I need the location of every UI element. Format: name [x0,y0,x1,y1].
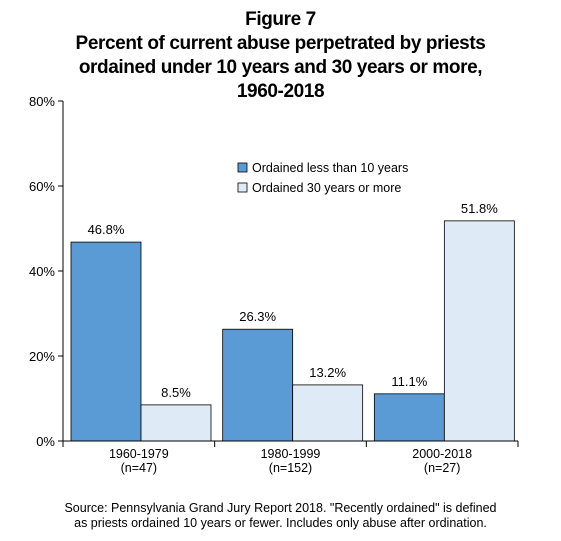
chart-title-line-2: ordained under 10 years and 30 years or … [78,57,483,78]
x-tick-count-label: (n=27) [424,461,460,475]
legend-swatch [237,162,248,173]
data-label: 51.8% [461,201,498,216]
x-tick-label: 2000-2018 [412,447,472,461]
bar-ordained-less-than-10-years [373,393,445,442]
x-tick-label: 1960-1979 [109,447,169,461]
legend-swatch [237,182,248,193]
y-tick-label: 40% [29,264,55,279]
y-tick-label: 60% [29,179,55,194]
y-tick-label: 0% [36,434,55,449]
bar-ordained-less-than-10-years [222,328,294,442]
bar-ordained-30-years-or-more [443,220,515,442]
figure-number: Figure 7 [245,9,316,30]
x-tick-count-label: (n=47) [121,461,157,475]
chart-title-line-3: 1960-2018 [236,81,325,102]
source-note-line-2: as priests ordained 10 years or fewer. I… [74,516,487,530]
x-tick-count-label: (n=152) [269,461,312,475]
y-tick-label: 20% [29,349,55,364]
data-label: 13.2% [309,365,346,380]
legend-label: Ordained 30 years or more [252,181,401,195]
legend-label: Ordained less than 10 years [252,161,408,175]
bar-ordained-30-years-or-more [140,404,212,442]
bar-ordained-less-than-10-years [70,241,142,442]
data-label: 46.8% [88,222,125,237]
bar-ordained-30-years-or-more [292,384,364,442]
data-label: 8.5% [161,385,191,400]
data-label: 26.3% [239,309,276,324]
data-label: 11.1% [391,374,427,389]
chart-title-line-1: Percent of current abuse perpetrated by … [75,33,486,54]
y-tick-label: 80% [29,94,55,109]
x-tick-label: 1980-1999 [261,447,321,461]
source-note-line-1: Source: Pennsylvania Grand Jury Report 2… [64,501,497,515]
